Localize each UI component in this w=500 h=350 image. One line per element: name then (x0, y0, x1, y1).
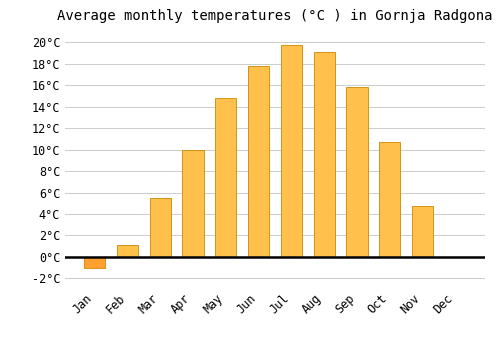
Title: Average monthly temperatures (°C ) in Gornja Radgona: Average monthly temperatures (°C ) in Go… (57, 9, 493, 23)
Bar (117, 245, 138, 257)
Bar (248, 66, 270, 257)
Bar (412, 206, 433, 257)
Bar (215, 98, 236, 257)
Bar (84, 257, 106, 268)
Bar (150, 198, 171, 257)
Bar (314, 52, 335, 257)
Bar (182, 149, 204, 257)
Bar (379, 142, 400, 257)
Bar (346, 87, 368, 257)
Bar (280, 46, 302, 257)
